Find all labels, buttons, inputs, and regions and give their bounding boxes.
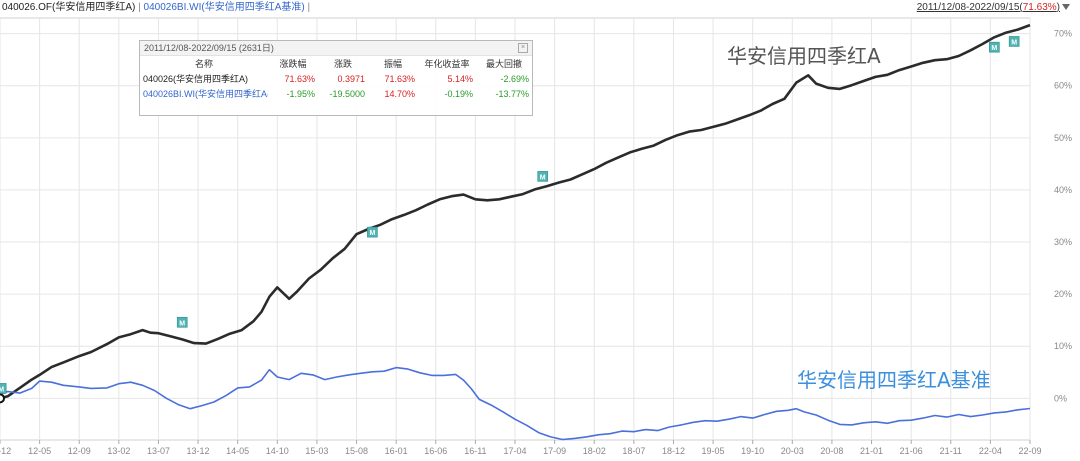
- fund-series-line: [0, 23, 1031, 400]
- y-tick-label: 50%: [1054, 133, 1072, 143]
- x-tick-label: 18-07: [622, 446, 645, 456]
- x-tick-label: 15-03: [305, 446, 328, 456]
- series-layer: [0, 23, 1031, 441]
- table-row[interactable]: 040026(华安信用四季红A) 71.63% 0.3971 71.63% 5.…: [140, 71, 532, 86]
- benchmark-code-label[interactable]: 040026BI.WI(华安信用四季红A基准): [143, 2, 305, 13]
- column-header: 涨跌幅: [279, 59, 307, 69]
- y-tick-label: 30%: [1054, 237, 1072, 247]
- event-marker-icon[interactable]: M: [537, 171, 549, 182]
- title-bar: 040026.OF(华安信用四季红A) | 040026BI.WI(华安信用四季…: [0, 0, 1080, 16]
- row-change-pct: -1.95%: [286, 88, 315, 99]
- x-tick-label: 18-02: [583, 446, 606, 456]
- event-marker-icon[interactable]: M: [1008, 36, 1020, 47]
- event-marker-box: [367, 226, 378, 238]
- column-header: 涨跌: [333, 59, 352, 69]
- event-marker-box: [989, 41, 1000, 53]
- x-tick-label: 21-11: [940, 446, 962, 456]
- x-tick-label: 18-12: [662, 446, 685, 456]
- event-marker-letter: M: [1011, 39, 1017, 46]
- x-tick-label: 13-02: [107, 446, 130, 456]
- x-tick-label: 22-04: [979, 446, 1002, 456]
- x-tick-label: 12-09: [68, 446, 91, 456]
- column-header: 振幅: [383, 59, 402, 69]
- row-change-pct: 71.63%: [284, 73, 315, 84]
- event-marker-letter: M: [179, 320, 185, 327]
- row-annualized-return: 5.14%: [447, 73, 473, 84]
- row-max-drawdown: -13.77%: [495, 88, 529, 99]
- x-tick-label: 11-12: [0, 446, 11, 456]
- x-tick-label: 17-09: [543, 446, 566, 456]
- statistics-header-row: 名称 涨跌幅 涨跌 振幅 年化收益率 最大回撤: [140, 56, 532, 71]
- event-marker-letter: M: [540, 174, 546, 181]
- row-max-drawdown: -2.69%: [500, 73, 529, 84]
- event-marker-box: [537, 171, 549, 182]
- x-tick-label: 16-06: [424, 446, 447, 456]
- event-marker-icon[interactable]: M: [367, 226, 378, 238]
- x-tick-label: 20-08: [820, 446, 843, 456]
- row-amplitude: 71.63%: [384, 73, 415, 84]
- statistics-panel-header: 2011/12/08-2022/09/15 (2631日) ×: [140, 41, 532, 56]
- y-tick-label: 40%: [1054, 185, 1072, 195]
- fund-series-label: 华安信用四季红A: [727, 44, 881, 68]
- y-tick-label: 60%: [1054, 81, 1072, 91]
- event-marker-icon[interactable]: M: [989, 41, 1000, 53]
- x-tick-label: 14-05: [226, 446, 249, 456]
- date-range-selector[interactable]: 2011/12/08-2022/09/15(71.63%): [917, 0, 1070, 16]
- event-marker-letter: M: [369, 230, 375, 237]
- marker-layer: M M M M M M: [0, 36, 1020, 394]
- table-row[interactable]: 040026BI.WI(华安信用四季红A基 -1.95% -19.5000 14…: [140, 86, 532, 101]
- statistics-period: 2011/12/08-2022/09/15 (2631日): [144, 43, 274, 53]
- row-annualized-return: -0.19%: [444, 88, 473, 99]
- event-marker-letter: M: [0, 386, 4, 393]
- x-tick-label: 20-03: [781, 446, 804, 456]
- x-tick-label: 15-08: [345, 446, 368, 456]
- event-marker-icon[interactable]: M: [176, 316, 188, 328]
- x-tick-label: 13-12: [187, 446, 210, 456]
- date-range-text: 2011/12/08-2022/09/15(: [916, 2, 1023, 13]
- range-return-value: 71.63%: [1022, 2, 1057, 13]
- close-icon[interactable]: ×: [518, 43, 528, 53]
- benchmark-series-line: [0, 366, 1031, 441]
- y-tick-label: 10%: [1054, 341, 1072, 351]
- start-point: [0, 393, 5, 404]
- benchmark-series-label: 华安信用四季红A基准: [797, 368, 991, 392]
- column-header: 最大回撤: [485, 59, 522, 69]
- x-tick-label: 16-11: [464, 446, 486, 456]
- row-change: 0.3971: [337, 73, 365, 84]
- x-tick-label: 21-06: [900, 446, 923, 456]
- statistics-panel: 2011/12/08-2022/09/15 (2631日) × 名称 涨跌幅 涨…: [139, 40, 533, 116]
- y-tick-label: 70%: [1054, 29, 1072, 39]
- row-change: -19.5000: [329, 88, 365, 99]
- column-header: 名称: [194, 59, 213, 69]
- fund-code-label[interactable]: 040026.OF(华安信用四季红A): [2, 2, 136, 13]
- y-tick-label: 20%: [1054, 289, 1072, 299]
- x-tick-label: 14-10: [266, 446, 289, 456]
- x-tick-label: 16-01: [385, 446, 408, 456]
- x-tick-label: 21-01: [860, 446, 883, 456]
- event-marker-box: [0, 383, 7, 394]
- event-marker-box: [176, 316, 188, 328]
- row-name: 040026(华安信用四季红A): [143, 74, 249, 84]
- axis-layer: 0% 10% 20% 30% 40% 50% 60% 70% 11-12 12-05 12-09 13…: [0, 29, 1072, 456]
- event-marker-icon[interactable]: M: [0, 383, 7, 394]
- row-name: 040026BI.WI(华安信用四季红A基: [143, 89, 268, 99]
- x-tick-label: 22-09: [1018, 446, 1041, 456]
- event-marker-box: [1008, 36, 1020, 47]
- event-marker-letter: M: [991, 45, 997, 52]
- x-tick-label: 19-05: [702, 446, 725, 456]
- y-tick-label: 0%: [1054, 393, 1067, 403]
- row-amplitude: 14.70%: [384, 88, 415, 99]
- title-bar-content: 040026.OF(华安信用四季红A) | 040026BI.WI(华安信用四季…: [2, 0, 310, 16]
- x-tick-label: 12-05: [28, 446, 51, 456]
- title-separator: |: [138, 2, 141, 13]
- statistics-table: 名称 涨跌幅 涨跌 振幅 年化收益率 最大回撤 040026(华安信用四季红A)…: [140, 56, 532, 101]
- date-range-close: ): [1056, 2, 1060, 13]
- dropdown-arrow-icon[interactable]: [1062, 4, 1070, 11]
- x-tick-label: 13-07: [147, 446, 170, 456]
- x-tick-label: 19-10: [741, 446, 764, 456]
- benchmark-separator: |: [307, 2, 311, 13]
- column-header: 年化收益率: [424, 59, 470, 69]
- x-tick-label: 17-04: [503, 446, 526, 456]
